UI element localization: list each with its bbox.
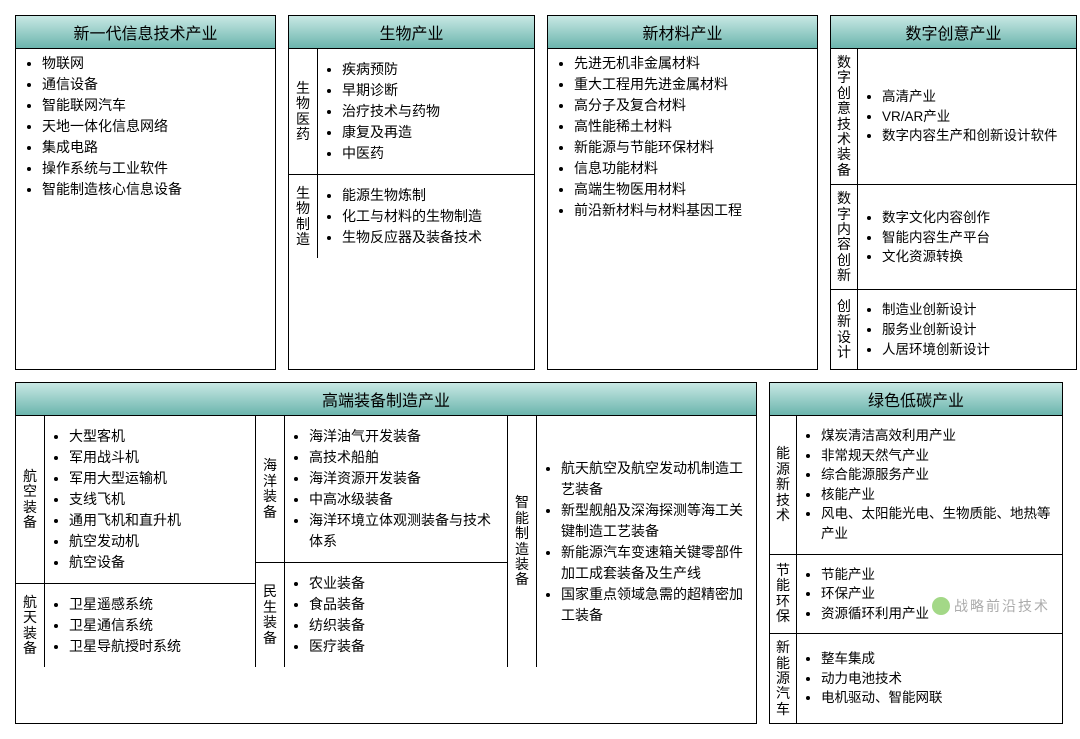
list-item: 文化资源转换 — [882, 247, 1072, 267]
list-item: 疾病预防 — [342, 59, 530, 80]
list-item: 综合能源服务产业 — [821, 465, 1058, 485]
panel-header: 生物产业 — [289, 16, 534, 49]
list-item: 前沿新材料与材料基因工程 — [574, 200, 817, 221]
top-row: 新一代信息技术产业 物联网 通信设备 智能联网汽车 天地一体化信息网络 集成电路… — [15, 15, 1065, 370]
list-item: 制造业创新设计 — [882, 300, 1072, 320]
item-list: 先进无机非金属材料 重大工程用先进金属材料 高分子及复合材料 高性能稀土材料 新… — [548, 53, 817, 221]
list-item: 军用战斗机 — [69, 447, 251, 468]
panel-header: 绿色低碳产业 — [770, 383, 1062, 416]
list-item: 卫星导航授时系统 — [69, 636, 251, 657]
list-item: 数字文化内容创作 — [882, 208, 1072, 228]
list-item: 航空发动机 — [69, 531, 251, 552]
list-item: 通用飞机和直升机 — [69, 510, 251, 531]
panel-header: 新一代信息技术产业 — [16, 16, 275, 49]
section-label: 海洋装备 — [256, 416, 285, 563]
section-label: 能源新技术 — [770, 416, 797, 554]
list-item: 生物反应器及装备技术 — [342, 227, 530, 248]
list-item: 化工与材料的生物制造 — [342, 206, 530, 227]
list-item: 航空设备 — [69, 552, 251, 573]
list-item: 早期诊断 — [342, 80, 530, 101]
panel-green-low-carbon: 绿色低碳产业 能源新技术 煤炭清洁高效利用产业 非常规天然气产业 综合能源服务产… — [769, 382, 1063, 724]
bottom-row: 高端装备制造产业 航空装备 大型客机 军用战斗机 军用大型运输机 支线飞机 通用… — [15, 382, 1065, 724]
list-item: 新能源与节能环保材料 — [574, 137, 817, 158]
panel-header: 新材料产业 — [548, 16, 817, 49]
panel-header: 数字创意产业 — [831, 16, 1076, 49]
section-label: 民生装备 — [256, 563, 285, 668]
panel-it: 新一代信息技术产业 物联网 通信设备 智能联网汽车 天地一体化信息网络 集成电路… — [15, 15, 276, 370]
list-item: 食品装备 — [309, 594, 503, 615]
item-list: 物联网 通信设备 智能联网汽车 天地一体化信息网络 集成电路 操作系统与工业软件… — [16, 53, 275, 200]
list-item: 天地一体化信息网络 — [42, 116, 275, 137]
section-label: 节能环保 — [770, 554, 797, 634]
section-label: 航天装备 — [16, 584, 45, 668]
panel-header: 高端装备制造产业 — [16, 383, 756, 416]
section-label: 新能源汽车 — [770, 634, 797, 723]
list-item: 中高冰级装备 — [309, 489, 503, 510]
list-item: 高技术船舶 — [309, 447, 503, 468]
list-item: 先进无机非金属材料 — [574, 53, 817, 74]
list-item: 高端生物医用材料 — [574, 179, 817, 200]
list-item: 医疗装备 — [309, 636, 503, 657]
list-item: 操作系统与工业软件 — [42, 158, 275, 179]
list-item: 通信设备 — [42, 74, 275, 95]
section-label: 智能制造装备 — [508, 416, 537, 667]
list-item: 治疗技术与药物 — [342, 101, 530, 122]
list-item: 卫星通信系统 — [69, 615, 251, 636]
list-item: 新能源汽车变速箱关键零部件加工成套装备及生产线 — [561, 542, 752, 584]
list-item: 非常规天然气产业 — [821, 446, 1058, 466]
list-item: 国家重点领域急需的超精密加工装备 — [561, 584, 752, 626]
list-item: 集成电路 — [42, 137, 275, 158]
list-item: 能源生物炼制 — [342, 185, 530, 206]
list-item: 煤炭清洁高效利用产业 — [821, 426, 1058, 446]
panel-high-end-equipment: 高端装备制造产业 航空装备 大型客机 军用战斗机 军用大型运输机 支线飞机 通用… — [15, 382, 757, 724]
list-item: 核能产业 — [821, 485, 1058, 505]
list-item: 大型客机 — [69, 426, 251, 447]
list-item: 智能联网汽车 — [42, 95, 275, 116]
list-item: 康复及再造 — [342, 122, 530, 143]
list-item: 重大工程用先进金属材料 — [574, 74, 817, 95]
list-item: 服务业创新设计 — [882, 320, 1072, 340]
list-item: 海洋环境立体观测装备与技术体系 — [309, 510, 503, 552]
panel-materials: 新材料产业 先进无机非金属材料 重大工程用先进金属材料 高分子及复合材料 高性能… — [547, 15, 818, 370]
section-label: 航空装备 — [16, 416, 45, 584]
section-label: 数字创意技术装备 — [831, 49, 858, 185]
panel-digital-creative: 数字创意产业 数字创意技术装备 高清产业 VR/AR产业 数字内容生产和创新设计… — [830, 15, 1077, 370]
list-item: 资源循环利用产业 — [821, 604, 1058, 624]
list-item: 智能内容生产平台 — [882, 228, 1072, 248]
list-item: VR/AR产业 — [882, 107, 1072, 127]
list-item: 农业装备 — [309, 573, 503, 594]
section-label: 生物制造 — [289, 175, 318, 259]
list-item: 支线飞机 — [69, 489, 251, 510]
list-item: 海洋油气开发装备 — [309, 426, 503, 447]
list-item: 环保产业 — [821, 584, 1058, 604]
list-item: 中医药 — [342, 143, 530, 164]
list-item: 卫星遥感系统 — [69, 594, 251, 615]
section-label: 创新设计 — [831, 290, 858, 369]
list-item: 新型舰船及深海探测等海工关键制造工艺装备 — [561, 500, 752, 542]
list-item: 军用大型运输机 — [69, 468, 251, 489]
list-item: 纺织装备 — [309, 615, 503, 636]
list-item: 高清产业 — [882, 87, 1072, 107]
list-item: 数字内容生产和创新设计软件 — [882, 126, 1072, 146]
list-item: 节能产业 — [821, 565, 1058, 585]
list-item: 高分子及复合材料 — [574, 95, 817, 116]
list-item: 高性能稀土材料 — [574, 116, 817, 137]
section-label: 生物医药 — [289, 49, 318, 175]
list-item: 人居环境创新设计 — [882, 340, 1072, 360]
list-item: 动力电池技术 — [821, 669, 1058, 689]
list-item: 整车集成 — [821, 649, 1058, 669]
panel-bio: 生物产业 生物医药 疾病预防 早期诊断 治疗技术与药物 康复及再造 中医药 生物… — [288, 15, 535, 370]
list-item: 航天航空及航空发动机制造工艺装备 — [561, 458, 752, 500]
list-item: 风电、太阳能光电、生物质能、地热等产业 — [821, 504, 1058, 543]
list-item: 智能制造核心信息设备 — [42, 179, 275, 200]
list-item: 物联网 — [42, 53, 275, 74]
list-item: 电机驱动、智能网联 — [821, 688, 1058, 708]
section-label: 数字内容创新 — [831, 185, 858, 290]
list-item: 信息功能材料 — [574, 158, 817, 179]
list-item: 海洋资源开发装备 — [309, 468, 503, 489]
